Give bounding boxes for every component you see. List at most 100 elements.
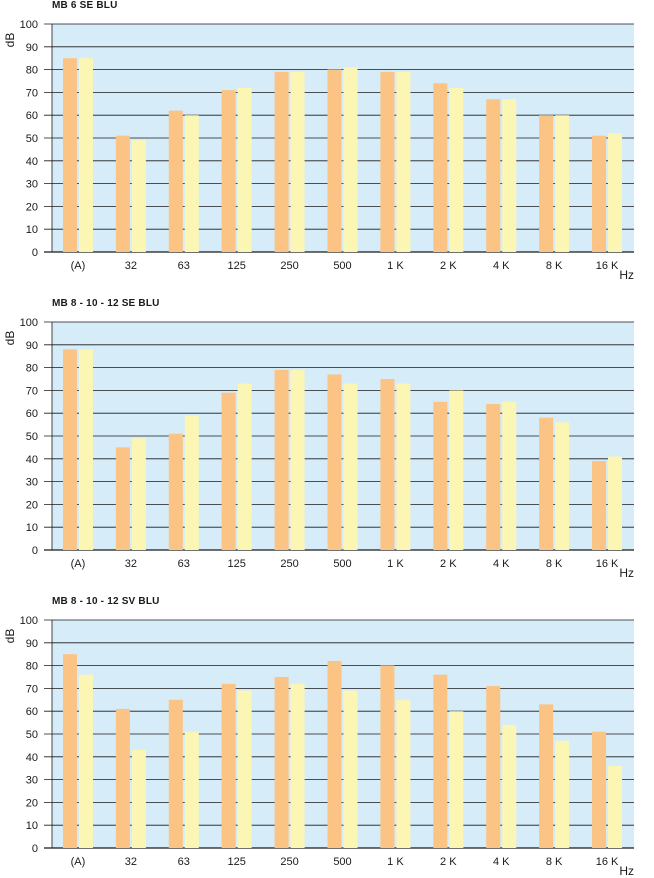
bar-series-1: [274, 677, 289, 848]
y-tick-label: 20: [26, 797, 38, 809]
y-tick-label: 50: [26, 133, 38, 145]
bar-series-1: [380, 379, 395, 550]
bar-series-2: [131, 140, 146, 252]
x-tick-label: 16 K: [596, 558, 619, 570]
y-tick-label: 30: [26, 775, 38, 787]
x-tick-label: 4 K: [493, 558, 510, 570]
y-tick-label: 10: [26, 224, 38, 236]
x-tick-label: 32: [125, 856, 137, 868]
bar-series-1: [274, 369, 289, 550]
bar-series-1: [274, 71, 289, 252]
bar-series-1: [327, 69, 342, 252]
y-tick-label: 70: [26, 87, 38, 99]
y-tick-label: 10: [26, 820, 38, 832]
bar-series-2: [502, 401, 517, 550]
bar-series-2: [608, 456, 623, 550]
x-tick-label: 63: [178, 856, 190, 868]
x-tick-label: 1 K: [387, 558, 404, 570]
bar-series-1: [168, 699, 183, 848]
bar-series-2: [555, 422, 570, 550]
bar-series-1: [221, 683, 236, 848]
bar-series-2: [449, 711, 464, 848]
chart-title: MB 8 - 10 - 12 SE BLU: [52, 298, 160, 309]
bar-series-1: [592, 731, 607, 848]
x-tick-label: 2 K: [440, 856, 457, 868]
bar-series-2: [78, 674, 93, 848]
bar-series-2: [78, 349, 93, 550]
x-tick-label: 8 K: [546, 558, 563, 570]
bar-series-2: [131, 438, 146, 550]
x-tick-label: 250: [280, 856, 298, 868]
bar-series-1: [221, 392, 236, 550]
bar-series-1: [539, 704, 554, 848]
y-tick-label: 0: [32, 545, 38, 557]
bar-series-2: [343, 690, 358, 848]
x-tick-label: (A): [71, 856, 86, 868]
y-axis-label: dB: [3, 33, 17, 48]
bar-series-2: [555, 115, 570, 252]
bar-series-2: [237, 690, 252, 848]
y-tick-label: 60: [26, 408, 38, 420]
bar-series-2: [237, 87, 252, 252]
y-tick-label: 30: [26, 179, 38, 191]
bar-series-1: [486, 99, 501, 253]
y-tick-label: 40: [26, 454, 38, 466]
x-tick-label: 8 K: [546, 260, 563, 272]
bar-series-2: [290, 683, 305, 848]
y-tick-label: 40: [26, 752, 38, 764]
bar-series-2: [78, 58, 93, 253]
bar-series-2: [502, 99, 517, 253]
bar-series-1: [221, 90, 236, 253]
x-axis-label: Hz: [619, 268, 634, 282]
bar-series-2: [184, 731, 199, 848]
y-tick-label: 90: [26, 340, 38, 352]
x-tick-label: 63: [178, 260, 190, 272]
x-tick-label: 125: [228, 856, 246, 868]
y-tick-label: 20: [26, 201, 38, 213]
y-tick-label: 20: [26, 499, 38, 511]
bar-series-1: [380, 71, 395, 252]
bar-series-2: [555, 740, 570, 848]
bar-series-1: [168, 433, 183, 550]
bar-series-2: [396, 383, 411, 550]
y-tick-label: 40: [26, 156, 38, 168]
bar-series-2: [184, 115, 199, 252]
y-tick-label: 80: [26, 363, 38, 375]
y-tick-label: 0: [32, 247, 38, 259]
y-tick-label: 30: [26, 477, 38, 489]
x-tick-label: 250: [280, 558, 298, 570]
y-tick-label: 100: [20, 19, 38, 31]
y-tick-label: 80: [26, 661, 38, 673]
bar-series-1: [168, 110, 183, 252]
bar-series-2: [290, 71, 305, 252]
bar-series-1: [486, 686, 501, 848]
x-tick-label: 125: [228, 558, 246, 570]
x-tick-label: 4 K: [493, 856, 510, 868]
bar-series-1: [62, 349, 77, 550]
chart-title: MB 6 SE BLU: [52, 0, 118, 11]
bar-series-2: [396, 699, 411, 848]
bar-series-2: [343, 67, 358, 252]
bar-series-2: [608, 765, 623, 848]
y-tick-label: 50: [26, 729, 38, 741]
bar-series-1: [433, 83, 448, 252]
y-tick-label: 80: [26, 65, 38, 77]
x-tick-label: 63: [178, 558, 190, 570]
bar-series-1: [433, 674, 448, 848]
bar-series-1: [115, 708, 130, 848]
bar-series-1: [433, 401, 448, 550]
bar-series-1: [592, 135, 607, 252]
y-tick-label: 60: [26, 706, 38, 718]
bar-series-2: [343, 383, 358, 550]
x-axis-label: Hz: [619, 566, 634, 580]
x-tick-label: 16 K: [596, 856, 619, 868]
y-axis-label: dB: [3, 629, 17, 644]
y-tick-label: 60: [26, 110, 38, 122]
x-tick-label: 1 K: [387, 260, 404, 272]
bar-series-1: [62, 654, 77, 848]
x-tick-label: 4 K: [493, 260, 510, 272]
chart-title: MB 8 - 10 - 12 SV BLU: [52, 596, 160, 607]
y-tick-label: 50: [26, 431, 38, 443]
